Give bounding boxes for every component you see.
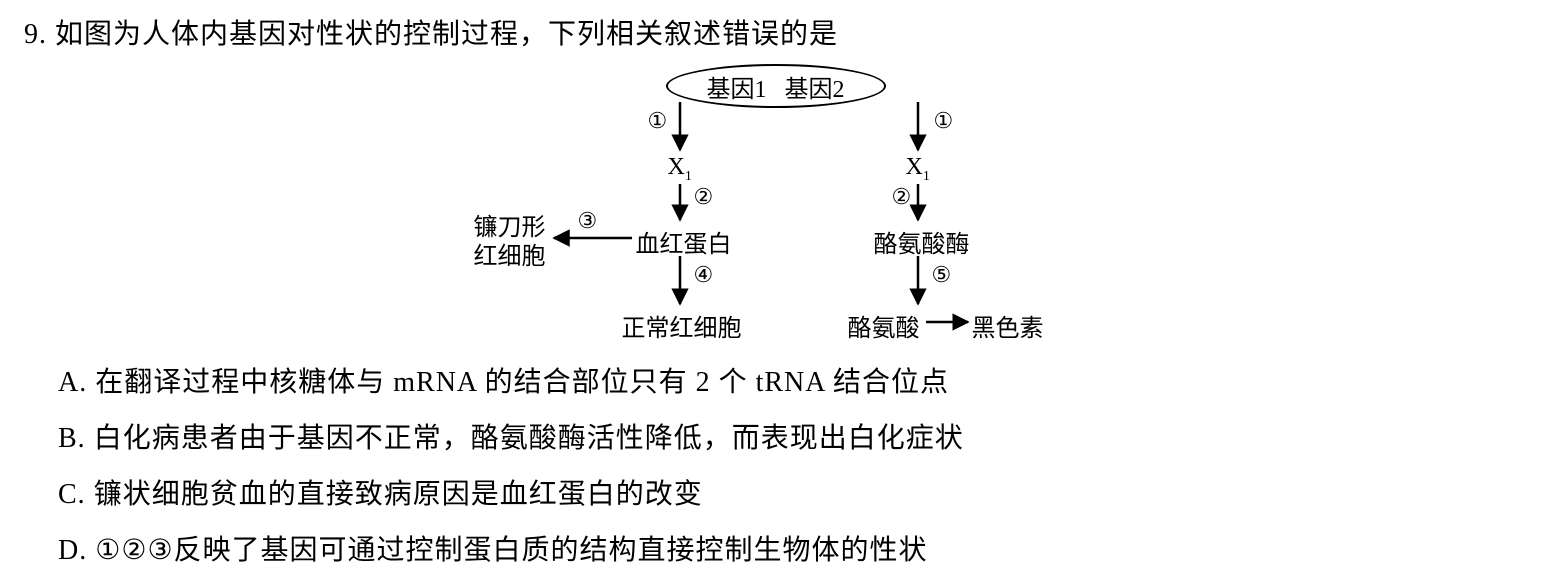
label-circ-2-right: ② xyxy=(892,184,912,210)
sickle-line2: 红细胞 xyxy=(474,244,546,270)
option-a-text: 在翻译过程中核糖体与 mRNA 的结合部位只有 2 个 tRNA 结合位点 xyxy=(95,367,949,398)
exam-question: 9. 如图为人体内基因对性状的控制过程，下列相关叙述错误的是 基因1 基因2 xyxy=(0,0,1551,575)
option-b-text: 白化病患者由于基因不正常，酪氨酸酶活性降低，而表现出白化症状 xyxy=(94,423,964,454)
arrows-layer xyxy=(426,62,1126,342)
node-sickle-rbc: 镰刀形 红细胞 xyxy=(474,214,546,272)
node-tyrosine: 酪氨酸 xyxy=(848,308,920,343)
question-stem: 9. 如图为人体内基因对性状的控制过程，下列相关叙述错误的是 xyxy=(24,12,1527,52)
x1-right-label: X xyxy=(906,154,923,180)
label-circ-5: ⑤ xyxy=(932,262,952,288)
node-melanin: 黑色素 xyxy=(972,308,1044,343)
label-circ-2-left: ② xyxy=(694,184,714,210)
question-text: 如图为人体内基因对性状的控制过程，下列相关叙述错误的是 xyxy=(55,19,838,50)
option-a: A. 在翻译过程中核糖体与 mRNA 的结合部位只有 2 个 tRNA 结合位点 xyxy=(58,360,1527,400)
sickle-line1: 镰刀形 xyxy=(474,215,546,241)
option-c-label: C. xyxy=(58,479,94,510)
question-number: 9. xyxy=(24,19,47,50)
node-tyrosinase: 酪氨酸酶 xyxy=(874,224,970,259)
gene-control-diagram: 基因1 基因2 xyxy=(426,62,1126,342)
option-d-text: ①②③反映了基因可通过控制蛋白质的结构直接控制生物体的性状 xyxy=(95,535,927,566)
options-block: A. 在翻译过程中核糖体与 mRNA 的结合部位只有 2 个 tRNA 结合位点… xyxy=(24,360,1527,568)
label-circ-1-left: ① xyxy=(648,108,668,134)
option-d: D. ①②③反映了基因可通过控制蛋白质的结构直接控制生物体的性状 xyxy=(58,528,1527,568)
option-c: C. 镰状细胞贫血的直接致病原因是血红蛋白的改变 xyxy=(58,472,1527,512)
node-normal-rbc: 正常红细胞 xyxy=(622,308,742,343)
node-hemoglobin: 血红蛋白 xyxy=(636,224,732,259)
label-circ-3: ③ xyxy=(578,208,598,234)
option-d-label: D. xyxy=(58,535,95,566)
x1-right-sub: 1 xyxy=(923,169,930,184)
option-b-label: B. xyxy=(58,423,94,454)
x1-left-sub: 1 xyxy=(685,169,692,184)
option-b: B. 白化病患者由于基因不正常，酪氨酸酶活性降低，而表现出白化症状 xyxy=(58,416,1527,456)
node-x1-left: X1 xyxy=(668,154,692,185)
option-a-label: A. xyxy=(58,367,95,398)
node-x1-right: X1 xyxy=(906,154,930,185)
x1-left-label: X xyxy=(668,154,685,180)
option-c-text: 镰状细胞贫血的直接致病原因是血红蛋白的改变 xyxy=(94,479,703,510)
label-circ-4: ④ xyxy=(694,262,714,288)
label-circ-1-right: ① xyxy=(934,108,954,134)
